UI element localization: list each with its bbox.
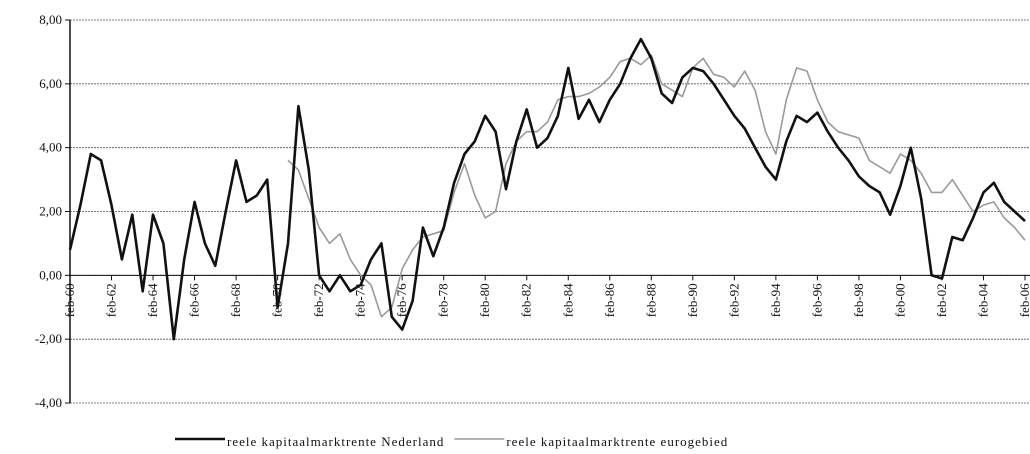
series-line [68,37,1026,341]
x-tick-label: feb-60 [62,283,77,317]
x-tick-label: feb-96 [809,283,824,317]
y-tick-label: 6,00 [39,76,62,91]
y-tick-label: 8,00 [39,12,62,27]
y-tick-label: 0,00 [39,267,62,282]
x-tick-label: feb-84 [560,283,575,317]
legend-label: reele kapitaalmarktrente Nederland [227,434,444,449]
x-tick-label: feb-80 [477,283,492,317]
y-tick-label: -2,00 [35,331,62,346]
x-tick-label: feb-82 [519,283,534,317]
x-tick-label: feb-86 [602,283,617,317]
x-tick-label: feb-90 [685,283,700,317]
x-tick-label: feb-66 [187,283,202,317]
x-tick-label: feb-98 [851,283,866,317]
x-tick-label: feb-74 [353,283,368,317]
x-tick-label: feb-62 [104,283,119,317]
x-tick-label: feb-88 [643,283,658,317]
x-tick-label: feb-02 [934,283,949,317]
x-tick-label: feb-92 [726,283,741,317]
x-tick-label: feb-00 [892,283,907,317]
x-tick-label: feb-04 [975,283,990,317]
x-tick-label: feb-06 [1017,283,1030,317]
x-tick-label: feb-78 [436,283,451,317]
x-tick-label: feb-64 [145,283,160,317]
y-tick-label: -4,00 [35,395,62,410]
y-tick-label: 4,00 [39,140,62,155]
x-tick-label: feb-72 [311,283,326,317]
x-tick-label: feb-68 [228,283,243,317]
x-tick-label: feb-76 [394,283,409,317]
x-tick-label: feb-94 [768,283,783,317]
legend-label: reele kapitaalmarktrente eurogebied [506,434,728,449]
y-tick-label: 2,00 [39,204,62,219]
series-line [287,54,1026,318]
